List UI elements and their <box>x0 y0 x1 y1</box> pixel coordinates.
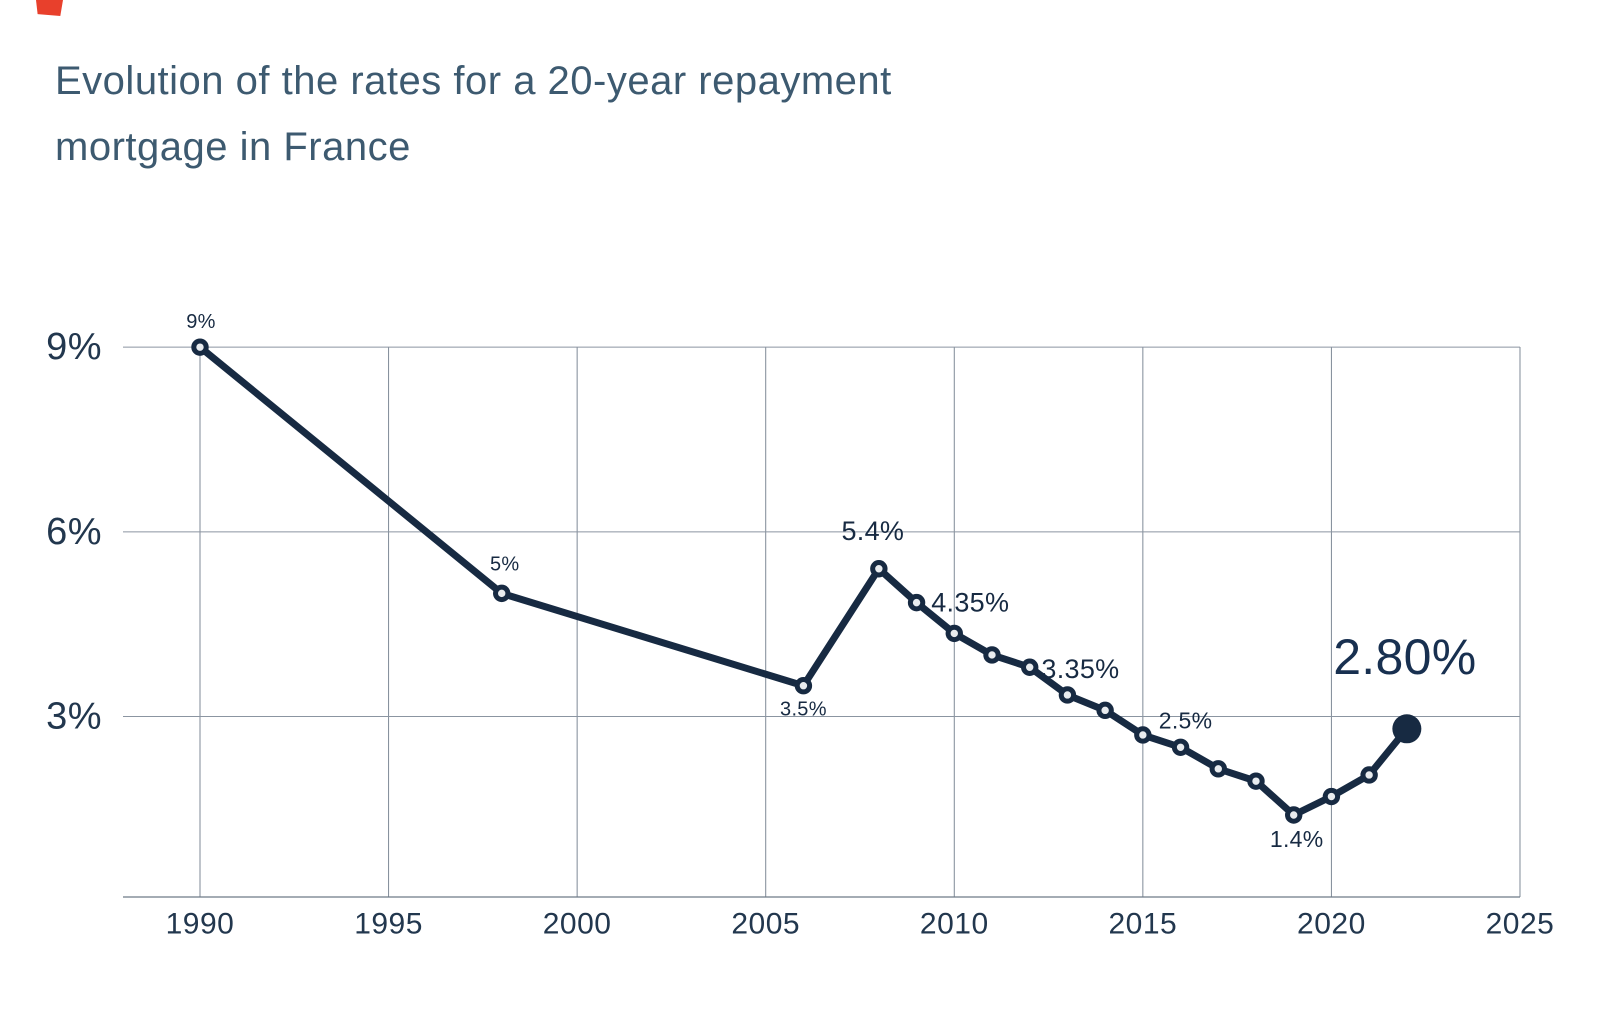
data-point-2020 <box>1322 787 1341 806</box>
x-tick-label-2025: 2025 <box>1486 908 1555 941</box>
x-tick-label-2005: 2005 <box>731 908 800 941</box>
point-label-1998: 5% <box>490 553 520 575</box>
point-label-2013: 3.35% <box>1041 654 1119 684</box>
data-point-2013 <box>1058 686 1077 704</box>
corner-red-mark <box>36 0 63 16</box>
data-point-2022-final <box>1392 714 1422 744</box>
data-point-2009 <box>907 593 926 612</box>
point-label-2006: 3.5% <box>780 699 827 721</box>
y-tick-label-9%: 9% <box>46 326 102 368</box>
data-point-1998 <box>493 584 511 603</box>
data-point-2006 <box>794 677 813 695</box>
y-tick-label-6%: 6% <box>46 511 102 553</box>
x-tick-label-1995: 1995 <box>354 908 423 941</box>
data-point-2015 <box>1134 726 1152 744</box>
point-label-2019: 1.4% <box>1270 826 1324 852</box>
point-label-2022: 2.80% <box>1333 629 1476 685</box>
rate-series-line <box>196 343 1411 819</box>
data-point-2018 <box>1247 772 1265 790</box>
data-point-2017 <box>1209 760 1227 778</box>
page-title-line2: mortgage in France <box>55 125 411 169</box>
x-tick-label-2000: 2000 <box>543 908 612 941</box>
point-label-2016: 2.5% <box>1159 707 1213 733</box>
point-label-2008: 5.4% <box>841 516 904 546</box>
data-point-2014 <box>1096 701 1114 720</box>
x-tick-label-2010: 2010 <box>920 908 989 941</box>
data-point-2021 <box>1360 766 1378 784</box>
data-point-1990 <box>191 338 209 356</box>
data-point-2012 <box>1021 658 1039 676</box>
data-point-2010 <box>945 624 963 643</box>
x-tick-label-2015: 2015 <box>1108 908 1177 941</box>
data-point-2011 <box>983 646 1001 664</box>
data-point-2008 <box>870 560 888 578</box>
y-tick-label-3%: 3% <box>46 696 102 738</box>
point-label-2010: 4.35% <box>931 587 1009 617</box>
page-title-line1: Evolution of the rates for a 20-year rep… <box>55 59 892 103</box>
x-tick-label-1990: 1990 <box>166 908 235 941</box>
point-label-1990: 9% <box>186 311 216 333</box>
page-title: Evolution of the rates for a 20-year rep… <box>55 48 892 180</box>
data-point-2019 <box>1285 806 1303 824</box>
data-point-2016 <box>1171 738 1190 756</box>
x-tick-label-2020: 2020 <box>1297 908 1366 941</box>
